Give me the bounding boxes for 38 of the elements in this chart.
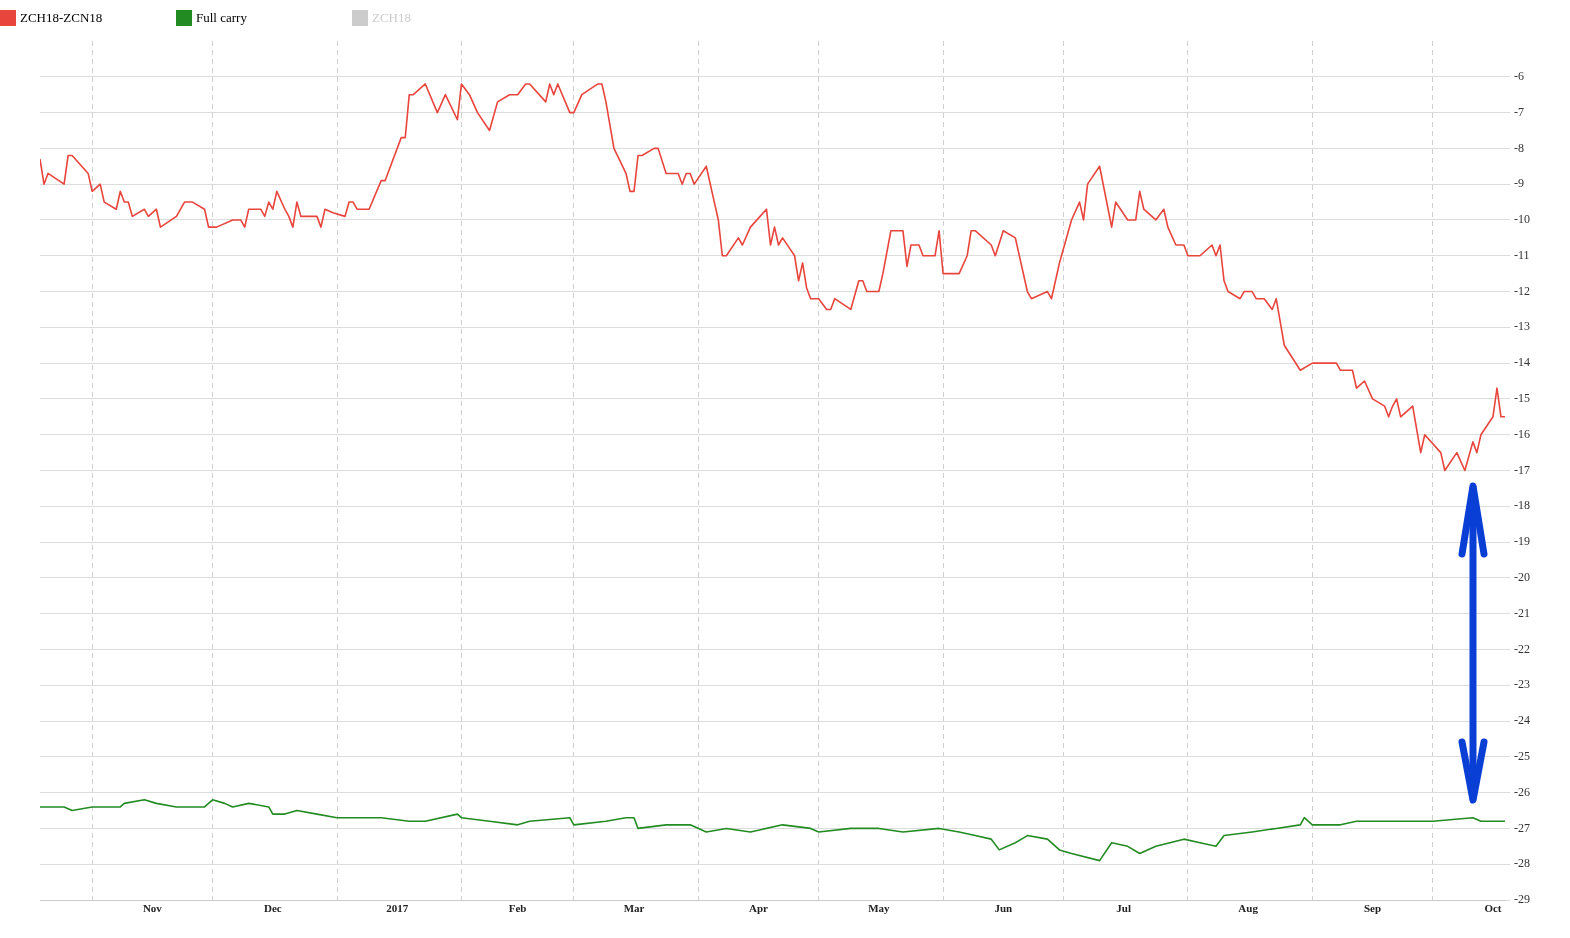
legend-label: ZCH18-ZCN18: [20, 10, 103, 26]
y-tick-label: -23: [1514, 677, 1530, 692]
y-tick-label: -27: [1514, 820, 1530, 835]
y-tick-label: -12: [1514, 283, 1530, 298]
y-tick-label: -26: [1514, 784, 1530, 799]
y-tick-label: -20: [1514, 570, 1530, 585]
y-tick-label: -8: [1514, 140, 1524, 155]
y-tick-label: -17: [1514, 462, 1530, 477]
x-tick-label: Dec: [263, 902, 282, 915]
y-tick-label: -19: [1514, 534, 1530, 549]
x-tick-label: Apr: [748, 902, 769, 915]
y-tick-label: -28: [1514, 856, 1530, 871]
x-tick-label: Jun: [994, 902, 1013, 915]
y-tick-label: -16: [1514, 426, 1530, 441]
y-tick-label: -6: [1514, 68, 1524, 83]
x-tick-label: Sep: [1363, 902, 1382, 915]
y-tick-label: -9: [1514, 176, 1524, 191]
y-tick-label: -22: [1514, 641, 1530, 656]
y-tick-label: -29: [1514, 892, 1530, 907]
x-tick-label: Feb: [508, 902, 527, 915]
y-tick-label: -24: [1514, 713, 1530, 728]
x-tick-label: Jul: [1116, 902, 1132, 915]
y-tick-label: -21: [1514, 605, 1530, 620]
x-tick-label: Aug: [1238, 902, 1259, 915]
y-tick-label: -18: [1514, 498, 1530, 513]
x-tick-label: Mar: [623, 902, 645, 915]
x-tick-label: May: [868, 902, 891, 915]
legend-label: Full carry: [196, 10, 247, 26]
y-tick-label: -13: [1514, 319, 1530, 334]
x-tick-label: Oct: [1484, 902, 1502, 915]
y-tick-label: -15: [1514, 391, 1530, 406]
x-tick-label: 2017: [386, 902, 409, 915]
y-tick-label: -7: [1514, 104, 1524, 119]
y-tick-label: -14: [1514, 355, 1530, 370]
y-tick-label: -11: [1514, 247, 1530, 262]
y-tick-label: -10: [1514, 212, 1530, 227]
y-tick-label: -25: [1514, 748, 1530, 763]
x-tick-label: Nov: [142, 902, 163, 915]
